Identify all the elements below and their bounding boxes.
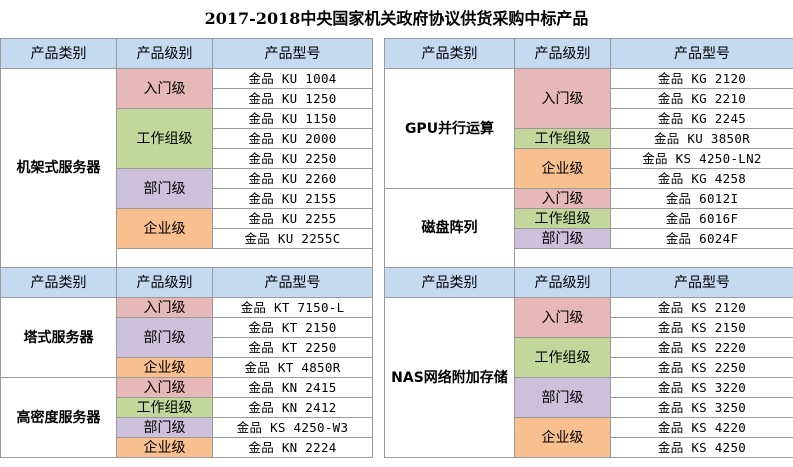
- header-level: 产品级别: [116, 38, 213, 69]
- header-model: 产品型号: [610, 267, 793, 298]
- model-cell: 金品 KU 2260: [212, 168, 373, 189]
- category-tower-server: 塔式服务器: [0, 297, 117, 378]
- table-row: 机架式服务器 入门级 金品 KU 1004 GPU并行运算 入门级 金品 KG …: [0, 68, 793, 268]
- table-row: 金品 KU 1250 金品 KG 2210: [1, 88, 793, 109]
- model-cell: 金品 KN 2412: [212, 397, 373, 418]
- model-cell: 金品 KU 2000: [212, 128, 373, 149]
- model-cell: 金品 KT 4850R: [212, 357, 373, 378]
- table-row: 部门级 金品 KS 4250-W3 企业级 金品 KS 4220: [1, 417, 793, 458]
- table-row: 金品 KT 2250 工作组级 金品 KS 2220: [1, 337, 793, 378]
- level-enterprise: 企业级: [514, 148, 611, 189]
- header-category: 产品类别: [0, 38, 117, 69]
- level-workgroup: 工作组级: [514, 208, 611, 229]
- header-model: 产品型号: [212, 267, 373, 298]
- model-cell: 金品 KU 1250: [212, 88, 373, 109]
- level-enterprise: 企业级: [514, 417, 611, 458]
- model-cell: 金品 KU 3850R: [610, 128, 793, 149]
- level-workgroup: 工作组级: [514, 128, 611, 149]
- column-gap: [372, 38, 385, 69]
- model-cell: 金品 KU 2255: [212, 208, 373, 229]
- level-department: 部门级: [116, 317, 213, 358]
- model-cell: 金品 KU 2250: [212, 148, 373, 169]
- level-entry: 入门级: [116, 377, 213, 398]
- model-cell: 金品 KS 2120: [610, 297, 793, 318]
- level-entry: 入门级: [514, 68, 611, 129]
- model-cell: 金品 KT 2250: [212, 337, 373, 358]
- model-cell: 金品 KS 2220: [610, 337, 793, 358]
- category-nas: NAS网络附加存储: [384, 297, 515, 458]
- header-level: 产品级别: [514, 267, 611, 298]
- header-model: 产品型号: [212, 38, 373, 69]
- level-workgroup: 工作组级: [116, 108, 213, 169]
- table-row: 金品 KU 2255C 部门级 金品 6024F: [1, 228, 793, 249]
- header-level: 产品级别: [116, 267, 213, 298]
- table-row: 工作组级 金品 KU 1150 金品 KG 2245: [1, 108, 793, 169]
- page-title: 2017-2018中央国家机关政府协议供货采购中标产品: [204, 9, 589, 28]
- category-disk-array: 磁盘阵列: [384, 188, 515, 268]
- header-level: 产品级别: [514, 38, 611, 69]
- table-row: 金品 KU 2250 企业级 金品 KS 4250-LN2: [1, 148, 793, 189]
- model-cell: 金品 KS 2150: [610, 317, 793, 338]
- model-cell: 金品 KU 1150: [212, 108, 373, 129]
- header-model: 产品型号: [610, 38, 793, 69]
- header-category: 产品类别: [384, 267, 515, 298]
- table-row: 塔式服务器 入门级 金品 KT 7150-L NAS网络附加存储 入门级 金品 …: [0, 297, 793, 458]
- model-cell: 金品 KG 2245: [610, 108, 793, 129]
- model-cell: 金品 KN 2224: [212, 437, 373, 458]
- model-cell: 金品 KN 2415: [212, 377, 373, 398]
- header-row: 产品类别 产品级别 产品型号 产品类别 产品级别 产品型号: [0, 267, 793, 298]
- model-cell: 金品 6012I: [610, 188, 793, 209]
- level-department: 部门级: [514, 377, 611, 418]
- procurement-table: 产品类别 产品级别 产品型号 产品类别 产品级别 产品型号 机架式服务器 入门级…: [0, 38, 793, 458]
- header-category: 产品类别: [384, 38, 515, 69]
- model-cell: 金品 KU 1004: [212, 68, 373, 89]
- table-row: 工作组级 金品 KN 2412 金品 KS 3250: [1, 397, 793, 418]
- model-cell: 金品 KT 2150: [212, 317, 373, 338]
- model-cell: 金品 KS 4250-W3: [212, 417, 373, 438]
- model-cell: 金品 KG 2120: [610, 68, 793, 89]
- table-row: 企业级 金品 KN 2224 金品 KS 4250: [1, 437, 793, 458]
- level-entry: 入门级: [116, 68, 213, 109]
- category-gpu: GPU并行运算: [384, 68, 515, 189]
- model-cell: 金品 KU 2155: [212, 188, 373, 209]
- model-cell: 金品 6016F: [610, 208, 793, 229]
- table-row: 企业级 金品 KT 4850R 金品 KS 2250: [1, 357, 793, 378]
- category-rack-server: 机架式服务器: [0, 68, 117, 268]
- model-cell: 金品 KU 2255C: [212, 228, 373, 249]
- model-cell: 金品 KS 4250-LN2: [610, 148, 793, 169]
- level-enterprise: 企业级: [116, 357, 213, 378]
- spacer-row: [1, 248, 793, 268]
- model-cell: 金品 KS 2250: [610, 357, 793, 378]
- model-cell: 金品 KS 3220: [610, 377, 793, 398]
- model-cell: 金品 KS 4250: [610, 437, 793, 458]
- model-cell: 金品 6024F: [610, 228, 793, 249]
- level-workgroup: 工作组级: [116, 397, 213, 418]
- model-cell: 金品 KS 3250: [610, 397, 793, 418]
- level-entry: 入门级: [514, 297, 611, 338]
- table-row: 部门级 金品 KT 2150 金品 KS 2150: [1, 317, 793, 358]
- level-entry: 入门级: [514, 188, 611, 209]
- table-row: 金品 KU 2155 磁盘阵列 入门级 金品 6012I: [1, 188, 793, 268]
- model-cell: 金品 KG 2210: [610, 88, 793, 109]
- header-category: 产品类别: [0, 267, 117, 298]
- level-enterprise: 企业级: [116, 437, 213, 458]
- level-entry: 入门级: [116, 297, 213, 318]
- level-department: 部门级: [116, 417, 213, 438]
- level-workgroup: 工作组级: [514, 337, 611, 378]
- model-cell: 金品 KT 7150-L: [212, 297, 373, 318]
- header-row: 产品类别 产品级别 产品型号 产品类别 产品级别 产品型号: [0, 38, 793, 69]
- level-department: 部门级: [116, 168, 213, 209]
- level-department: 部门级: [514, 228, 611, 249]
- category-high-density-server: 高密度服务器: [0, 377, 117, 458]
- level-enterprise: 企业级: [116, 208, 213, 249]
- model-cell: 金品 KS 4220: [610, 417, 793, 438]
- model-cell: 金品 KG 4258: [610, 168, 793, 189]
